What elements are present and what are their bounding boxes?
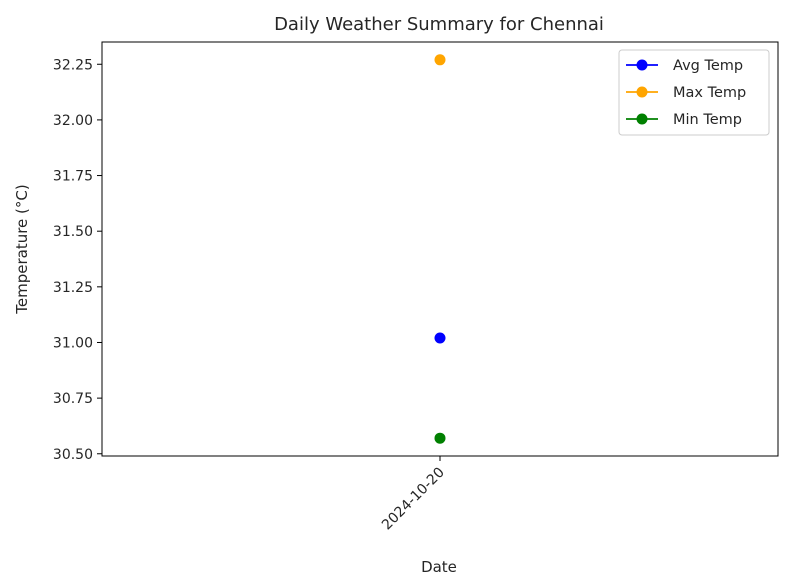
y-tick-label: 32.00: [53, 113, 93, 129]
x-axis: 2024-10-20: [379, 456, 448, 533]
data-point-min-temp: [434, 432, 446, 444]
chart-title: Daily Weather Summary for Chennai: [274, 14, 604, 35]
x-axis-label: Date: [421, 558, 457, 576]
y-tick-label: 31.75: [53, 169, 93, 185]
y-tick-label: 30.75: [53, 391, 93, 407]
y-tick-label: 30.50: [53, 447, 93, 463]
legend-marker: [636, 86, 648, 98]
y-tick-label: 31.50: [53, 224, 93, 240]
data-point-avg-temp: [434, 332, 446, 344]
legend: Avg Temp Max Temp Min Temp: [618, 49, 770, 136]
legend-label: Avg Temp: [673, 58, 743, 74]
y-axis: 30.50 30.75 31.00 31.25 31.50 31.75 32.00 32.25: [53, 57, 102, 463]
y-tick-label: 32.25: [53, 57, 93, 73]
y-axis-label: Temperature (°C): [13, 184, 31, 314]
legend-box: [618, 49, 770, 136]
x-tick-label: 2024-10-20: [379, 465, 448, 534]
legend-label: Max Temp: [673, 85, 746, 101]
y-tick-label: 31.25: [53, 280, 93, 296]
y-tick-label: 31.00: [53, 335, 93, 351]
data-points: [434, 54, 446, 444]
legend-marker: [636, 113, 648, 125]
legend-marker: [636, 59, 648, 71]
legend-label: Min Temp: [673, 112, 742, 128]
data-point-max-temp: [434, 54, 446, 66]
